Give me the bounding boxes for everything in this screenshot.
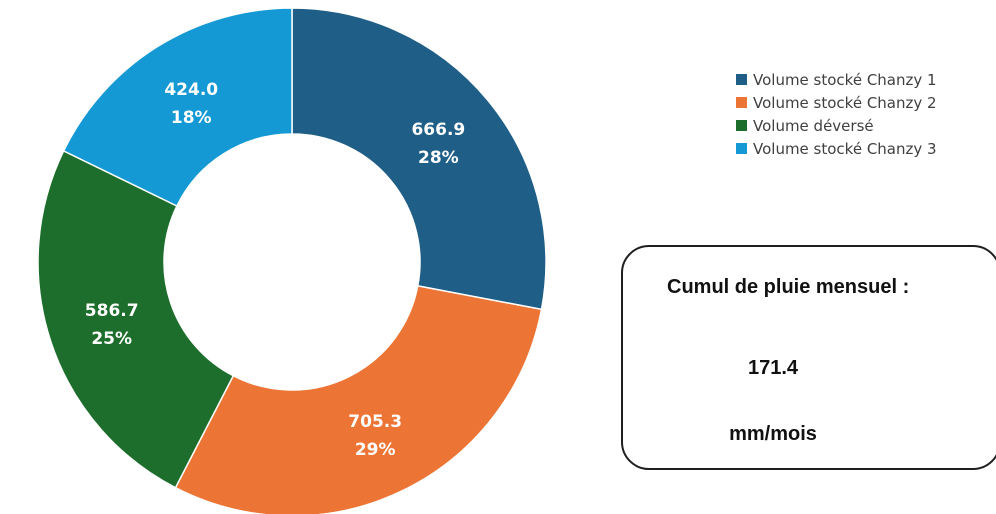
rain-box-unit: mm/mois: [729, 423, 817, 445]
legend-item: Volume stocké Chanzy 2: [736, 91, 937, 114]
slice-percent-label: 28%: [418, 148, 459, 168]
slice-labels: 666.9 28% 705.3 29% 586.7 25% 424.0 18%: [85, 80, 465, 460]
legend-item: Volume stocké Chanzy 3: [736, 137, 937, 160]
legend-swatch-chanzy-2: [736, 97, 747, 108]
slice-value-label: 424.0: [164, 80, 218, 100]
legend-swatch-deverse: [736, 120, 747, 131]
slice-value-label: 705.3: [348, 412, 402, 432]
rain-summary-box: Cumul de pluie mensuel : 171.4 mm/mois: [621, 245, 996, 470]
legend-swatch-chanzy-3: [736, 143, 747, 154]
slice-percent-label: 25%: [91, 329, 132, 349]
donut-slice-1: [174, 285, 543, 514]
donut-chart: 666.9 28% 705.3 29% 586.7 25% 424.0 18%: [37, 7, 547, 514]
legend-swatch-chanzy-1: [736, 74, 747, 85]
donut-slices: [37, 7, 547, 514]
donut-slice-3: [62, 7, 293, 208]
donut-slice-2: [37, 149, 235, 489]
slice-value-label: 666.9: [411, 120, 465, 140]
slice-percent-label: 29%: [355, 440, 396, 460]
rain-box-value: 171.4: [747, 357, 799, 379]
legend-label: Volume stocké Chanzy 3: [753, 139, 937, 158]
legend-label: Volume stocké Chanzy 2: [753, 93, 937, 112]
slice-value-label: 586.7: [85, 301, 139, 321]
chart-legend: Volume stocké Chanzy 1 Volume stocké Cha…: [736, 68, 937, 160]
legend-item: Volume stocké Chanzy 1: [736, 68, 937, 91]
slice-percent-label: 18%: [171, 108, 212, 128]
donut-slice-0: [291, 7, 547, 311]
rain-box-title: Cumul de pluie mensuel :: [667, 276, 910, 298]
legend-label: Volume stocké Chanzy 1: [753, 70, 937, 89]
legend-label: Volume déversé: [753, 116, 874, 135]
legend-item: Volume déversé: [736, 114, 937, 137]
